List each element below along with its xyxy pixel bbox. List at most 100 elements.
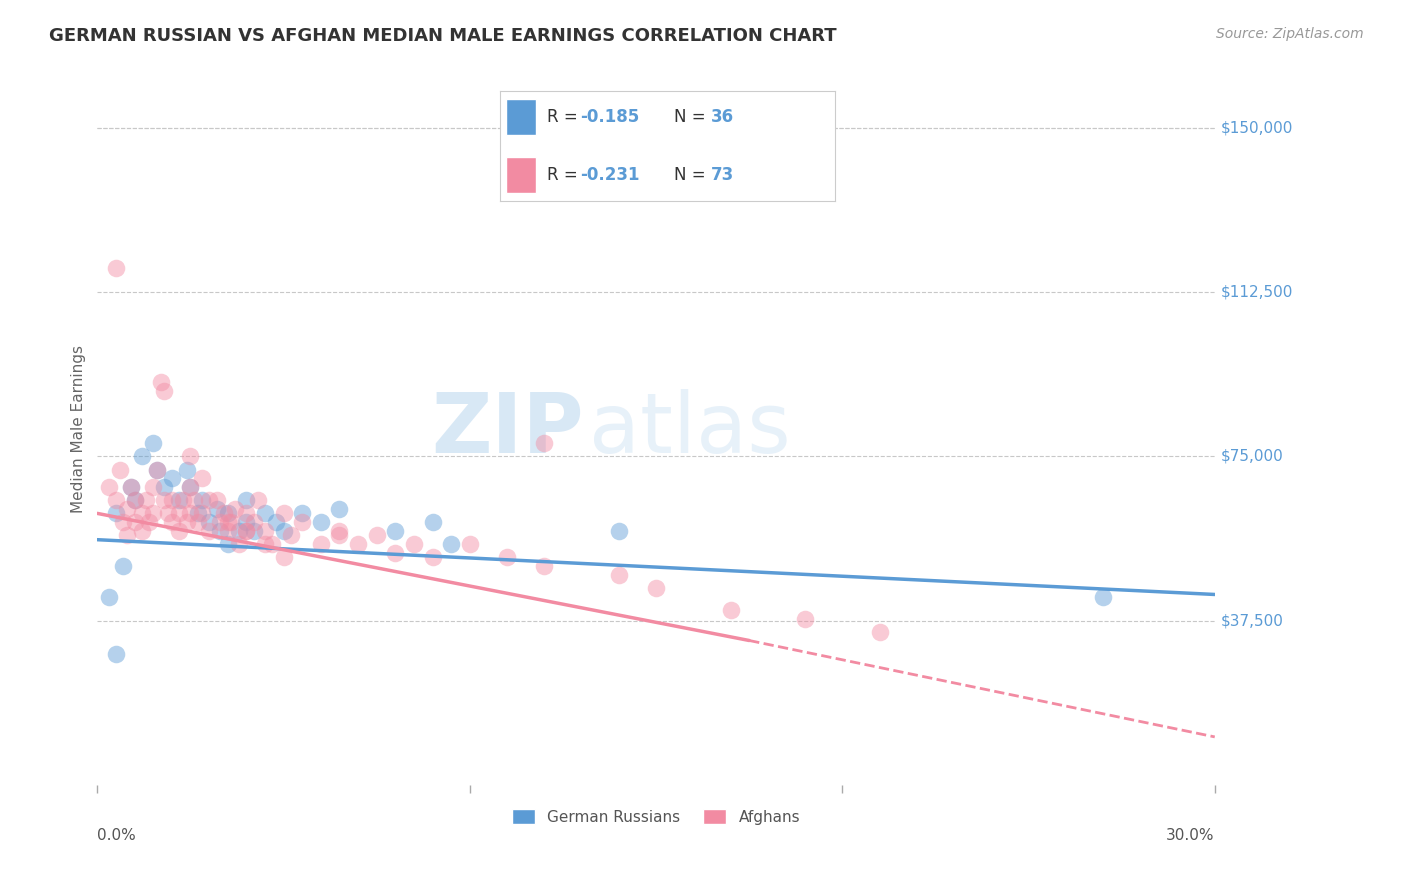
Point <box>205 502 228 516</box>
Point <box>645 581 668 595</box>
Point <box>280 528 302 542</box>
Point <box>149 375 172 389</box>
Point <box>533 436 555 450</box>
Point <box>209 515 232 529</box>
Point <box>328 528 350 542</box>
Point <box>104 493 127 508</box>
Point <box>384 546 406 560</box>
Point <box>169 493 191 508</box>
Point <box>253 524 276 538</box>
Point <box>190 493 212 508</box>
Point <box>309 537 332 551</box>
Text: $150,000: $150,000 <box>1220 120 1292 136</box>
Point <box>198 524 221 538</box>
Point <box>160 471 183 485</box>
Point <box>217 515 239 529</box>
Point <box>179 480 201 494</box>
Point <box>235 515 257 529</box>
Point <box>169 507 191 521</box>
Point <box>217 507 239 521</box>
Point <box>146 462 169 476</box>
Point <box>169 524 191 538</box>
Point <box>198 515 221 529</box>
Point <box>108 462 131 476</box>
Point <box>104 507 127 521</box>
Point <box>458 537 481 551</box>
Point <box>794 611 817 625</box>
Point <box>402 537 425 551</box>
Point <box>309 515 332 529</box>
Point <box>246 493 269 508</box>
Point <box>97 480 120 494</box>
Point <box>179 450 201 464</box>
Point <box>212 507 235 521</box>
Point <box>187 507 209 521</box>
Point <box>198 493 221 508</box>
Point <box>869 624 891 639</box>
Point <box>235 524 257 538</box>
Point <box>422 515 444 529</box>
Point <box>97 590 120 604</box>
Text: GERMAN RUSSIAN VS AFGHAN MEDIAN MALE EARNINGS CORRELATION CHART: GERMAN RUSSIAN VS AFGHAN MEDIAN MALE EAR… <box>49 27 837 45</box>
Point <box>131 524 153 538</box>
Point <box>205 493 228 508</box>
Point <box>112 515 135 529</box>
Point <box>273 550 295 565</box>
Point <box>221 515 243 529</box>
Point <box>104 647 127 661</box>
Point <box>1092 590 1115 604</box>
Point <box>253 507 276 521</box>
Point <box>328 524 350 538</box>
Point <box>153 384 176 398</box>
Text: $37,500: $37,500 <box>1220 614 1284 628</box>
Text: $75,000: $75,000 <box>1220 449 1284 464</box>
Point <box>176 515 198 529</box>
Point <box>153 480 176 494</box>
Point <box>176 462 198 476</box>
Point <box>607 567 630 582</box>
Point <box>124 515 146 529</box>
Point <box>264 515 287 529</box>
Point <box>142 507 165 521</box>
Point <box>262 537 284 551</box>
Point <box>217 537 239 551</box>
Point <box>235 493 257 508</box>
Point <box>291 515 314 529</box>
Point <box>720 603 742 617</box>
Point <box>533 559 555 574</box>
Point <box>120 480 142 494</box>
Point <box>243 515 266 529</box>
Point <box>347 537 370 551</box>
Point <box>172 493 194 508</box>
Point <box>607 524 630 538</box>
Point <box>183 493 205 508</box>
Point <box>190 507 212 521</box>
Point <box>160 493 183 508</box>
Point <box>228 537 250 551</box>
Point <box>384 524 406 538</box>
Point <box>273 507 295 521</box>
Point <box>422 550 444 565</box>
Y-axis label: Median Male Earnings: Median Male Earnings <box>72 345 86 513</box>
Point <box>187 515 209 529</box>
Point <box>224 502 246 516</box>
Point <box>235 507 257 521</box>
Legend: German Russians, Afghans: German Russians, Afghans <box>506 803 806 830</box>
Point <box>142 436 165 450</box>
Point <box>138 515 160 529</box>
Point <box>131 450 153 464</box>
Point <box>328 502 350 516</box>
Point <box>235 524 257 538</box>
Text: $112,500: $112,500 <box>1220 285 1292 300</box>
Text: atlas: atlas <box>589 389 790 469</box>
Point <box>124 493 146 508</box>
Point <box>135 493 157 508</box>
Point <box>253 537 276 551</box>
Text: ZIP: ZIP <box>430 389 583 469</box>
Point <box>115 502 138 516</box>
Point <box>153 493 176 508</box>
Point <box>131 507 153 521</box>
Point <box>291 507 314 521</box>
Point <box>273 524 295 538</box>
Point <box>124 493 146 508</box>
